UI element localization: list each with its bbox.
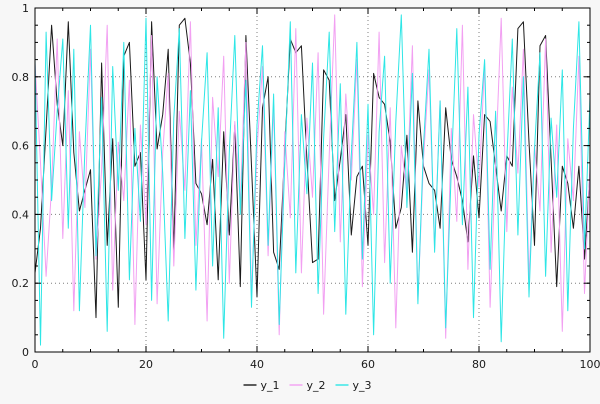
x-tick-label: 80 (472, 358, 486, 371)
y-tick-label: 0.8 (12, 71, 30, 84)
legend-label-y_2: y_2 (307, 379, 326, 392)
y-tick-label: 1 (22, 2, 29, 15)
x-tick-label: 40 (250, 358, 264, 371)
y-tick-label: 0.2 (12, 277, 30, 290)
x-tick-label: 100 (580, 358, 600, 371)
y-tick-label: 0.6 (12, 140, 30, 153)
y-tick-label: 0 (22, 346, 29, 359)
x-tick-label: 20 (139, 358, 153, 371)
legend-label-y_3: y_3 (353, 379, 372, 392)
x-tick-label: 0 (32, 358, 39, 371)
y-tick-label: 0.4 (12, 208, 30, 221)
x-tick-label: 60 (361, 358, 375, 371)
legend-label-y_1: y_1 (261, 379, 280, 392)
